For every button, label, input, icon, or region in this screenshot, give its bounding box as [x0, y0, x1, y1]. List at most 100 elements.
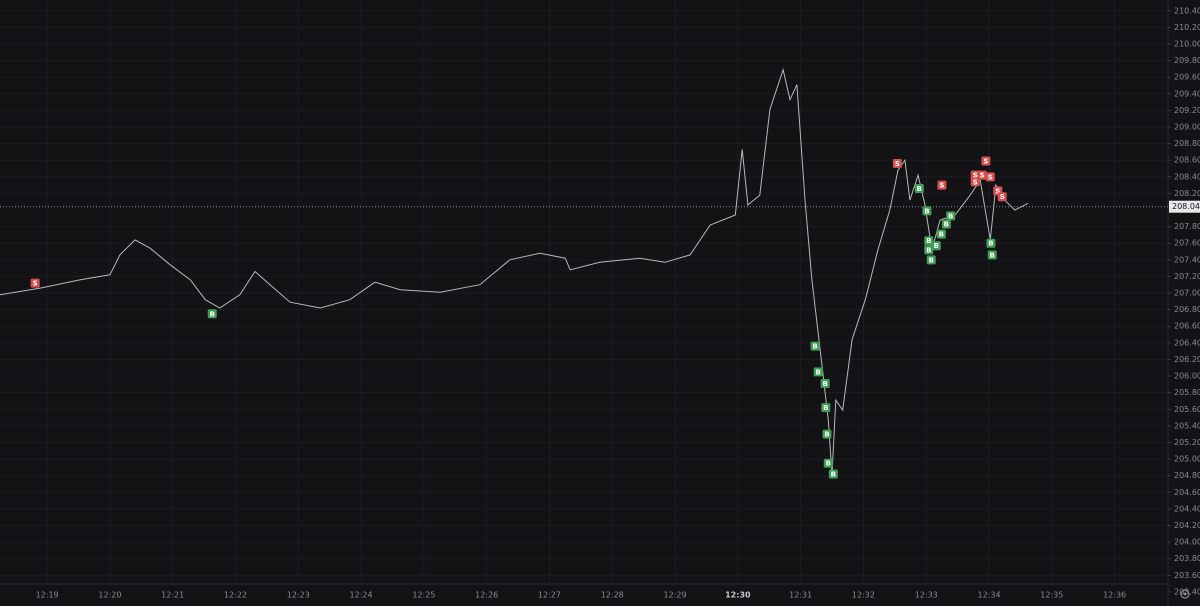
trade-marker-label: B	[826, 460, 831, 468]
trade-marker: B	[922, 206, 932, 216]
trade-marker-box	[30, 278, 40, 288]
trade-marker-box	[937, 180, 947, 190]
x-tick-label: 12:34	[978, 591, 1001, 600]
y-tick-label: 208.60	[1174, 156, 1200, 165]
y-tick-label: 208.20	[1174, 189, 1200, 198]
y-tick-label: 205.80	[1174, 388, 1200, 397]
trade-marker: B	[810, 341, 820, 351]
trade-marker: B	[931, 241, 941, 251]
trade-marker-label: B	[812, 343, 817, 351]
y-tick-label: 210.00	[1174, 39, 1200, 48]
x-tick-label: 12:24	[350, 591, 373, 600]
trade-marker: B	[936, 229, 946, 239]
y-tick-label: 210.20	[1174, 23, 1200, 32]
x-tick-label: 12:27	[538, 591, 561, 600]
trade-marker-box	[987, 250, 997, 260]
trade-marker: B	[986, 238, 996, 248]
trade-marker-label: S	[988, 173, 993, 181]
trade-marker: B	[926, 255, 936, 265]
trade-marker-box	[810, 341, 820, 351]
trade-marker: B	[946, 211, 956, 221]
y-tick-label: 207.80	[1174, 222, 1200, 231]
trade-marker: S	[970, 177, 980, 187]
y-tick-label: 205.60	[1174, 405, 1200, 414]
trade-marker: S	[997, 192, 1007, 202]
trade-marker-label: B	[822, 380, 827, 388]
trade-marker-box	[813, 367, 823, 377]
trade-marker-label: B	[929, 256, 934, 264]
trade-marker-box	[892, 159, 902, 169]
y-tick-label: 210.40	[1174, 6, 1200, 15]
settings-gear[interactable]	[1180, 589, 1190, 599]
trade-marker-box	[926, 255, 936, 265]
trade-marker-box	[936, 229, 946, 239]
y-tick-label: 206.80	[1174, 305, 1200, 314]
y-tick-label: 206.20	[1174, 355, 1200, 364]
y-tick-label: 208.40	[1174, 172, 1200, 181]
y-tick-label: 203.40	[1174, 587, 1200, 596]
x-tick-label: 12:30	[725, 591, 751, 600]
trade-marker: S	[977, 170, 987, 180]
trade-marker-box	[207, 309, 217, 319]
trade-marker-box	[914, 183, 924, 193]
trade-marker-label: S	[895, 160, 900, 168]
trade-marker-label: S	[33, 280, 38, 288]
trade-marker-label: B	[988, 240, 993, 248]
trade-marker-box	[941, 219, 951, 229]
x-tick-label: 12:31	[789, 591, 812, 600]
trade-marker-label: S	[1000, 193, 1005, 201]
trade-marker-label: S	[939, 182, 944, 190]
trade-marker: B	[987, 250, 997, 260]
trade-marker-label: B	[823, 404, 828, 412]
trade-marker-label: B	[926, 246, 931, 254]
y-tick-label: 207.60	[1174, 239, 1200, 248]
trade-marker: B	[821, 403, 831, 413]
y-tick-label: 208.80	[1174, 139, 1200, 148]
trade-marker-label: B	[934, 242, 939, 250]
trade-marker: S	[985, 172, 995, 182]
trade-marker: B	[924, 236, 934, 246]
settings-icon[interactable]	[1180, 589, 1190, 599]
y-tick-label: 209.20	[1174, 106, 1200, 115]
trade-marker-label: B	[924, 207, 929, 215]
trade-marker-box	[924, 245, 934, 255]
settings-gear-center[interactable]	[1183, 592, 1187, 596]
trade-marker-box	[986, 238, 996, 248]
y-tick-label: 205.20	[1174, 438, 1200, 447]
y-tick-label: 207.40	[1174, 255, 1200, 264]
trade-marker-box	[822, 429, 832, 439]
y-tick-label: 209.00	[1174, 123, 1200, 132]
trade-marker-box	[823, 458, 833, 468]
y-tick-label: 204.80	[1174, 471, 1200, 480]
trade-marker: B	[822, 429, 832, 439]
trade-marker-label: B	[210, 310, 215, 318]
trade-marker-box	[821, 403, 831, 413]
trade-marker: B	[924, 245, 934, 255]
y-tick-label: 205.40	[1174, 421, 1200, 430]
trade-marker-box	[970, 177, 980, 187]
trade-marker-box	[922, 206, 932, 216]
y-tick-label: 206.00	[1174, 372, 1200, 381]
x-tick-label: 12:21	[161, 591, 184, 600]
trade-marker: B	[828, 469, 838, 479]
trade-marker: B	[941, 219, 951, 229]
trade-marker-label: B	[939, 231, 944, 239]
x-tick-label: 12:23	[287, 591, 310, 600]
y-tick-label: 204.60	[1174, 488, 1200, 497]
x-tick-label: 12:29	[664, 591, 687, 600]
trade-marker: S	[981, 156, 991, 166]
trade-marker-label: S	[973, 178, 978, 186]
y-tick-label: 209.60	[1174, 73, 1200, 82]
y-tick-label: 206.40	[1174, 338, 1200, 347]
trade-marker-label: S	[995, 187, 1000, 195]
x-tick-label: 12:20	[98, 591, 121, 600]
trade-marker-label: B	[816, 368, 821, 376]
trade-marker: B	[823, 458, 833, 468]
last-price-label: 208.04	[1172, 202, 1200, 211]
y-tick-label: 207.00	[1174, 289, 1200, 298]
trade-marker-label: S	[980, 172, 985, 180]
trade-marker: S	[937, 180, 947, 190]
